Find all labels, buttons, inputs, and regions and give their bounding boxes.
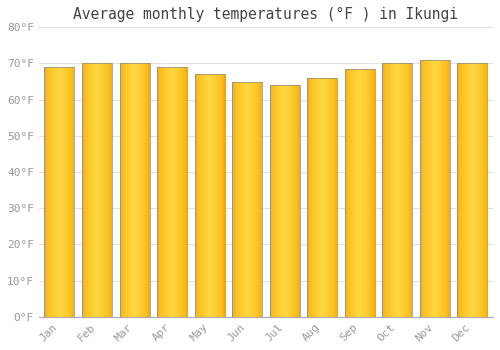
Bar — [120, 63, 150, 317]
Bar — [345, 69, 375, 317]
Bar — [82, 63, 112, 317]
Bar — [270, 85, 300, 317]
Bar — [194, 74, 224, 317]
Bar — [232, 82, 262, 317]
Title: Average monthly temperatures (°F ) in Ikungi: Average monthly temperatures (°F ) in Ik… — [74, 7, 458, 22]
Bar — [157, 67, 187, 317]
Bar — [420, 60, 450, 317]
Bar — [382, 63, 412, 317]
Bar — [458, 63, 488, 317]
Bar — [44, 67, 74, 317]
Bar — [307, 78, 338, 317]
